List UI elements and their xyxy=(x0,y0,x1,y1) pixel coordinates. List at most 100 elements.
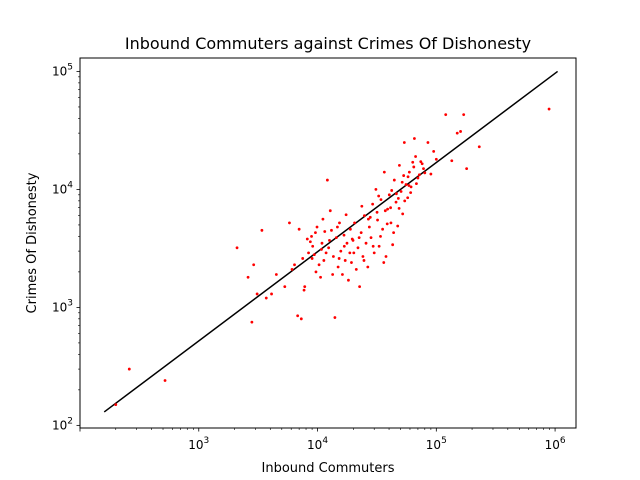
data-point xyxy=(350,261,353,264)
data-point xyxy=(366,217,370,221)
data-point xyxy=(384,255,388,258)
data-point xyxy=(422,167,425,171)
data-point xyxy=(356,246,360,250)
data-point xyxy=(364,241,368,245)
data-point xyxy=(317,263,321,267)
data-point xyxy=(390,189,394,192)
data-point xyxy=(327,246,331,250)
data-point xyxy=(366,265,370,269)
data-point xyxy=(343,259,347,262)
data-point xyxy=(288,221,291,225)
data-point xyxy=(455,131,459,135)
data-point xyxy=(426,141,430,144)
data-point xyxy=(420,162,424,166)
data-point xyxy=(342,244,346,248)
data-point xyxy=(382,170,386,174)
data-point xyxy=(416,176,420,180)
data-point xyxy=(381,227,384,231)
data-point xyxy=(319,275,322,279)
data-point xyxy=(369,236,373,240)
data-point xyxy=(333,316,337,319)
data-point xyxy=(394,192,398,196)
data-point xyxy=(432,150,436,153)
data-point xyxy=(396,196,400,200)
data-point xyxy=(347,278,350,282)
data-point xyxy=(372,251,376,255)
data-point xyxy=(411,160,415,164)
data-point xyxy=(406,196,410,200)
fit-line xyxy=(103,70,559,413)
data-point xyxy=(362,214,366,217)
data-point xyxy=(376,218,379,222)
data-point xyxy=(450,159,454,163)
data-point xyxy=(255,292,259,296)
data-point xyxy=(358,285,361,289)
data-point xyxy=(377,194,381,198)
x-axis-label: Inbound Commuters xyxy=(262,461,395,476)
data-point xyxy=(386,207,390,211)
data-point xyxy=(334,236,338,240)
data-point xyxy=(401,212,405,216)
data-point xyxy=(252,263,256,267)
data-point xyxy=(462,113,466,117)
x-tick-label: 106 xyxy=(545,436,566,452)
data-point xyxy=(301,257,305,260)
data-point xyxy=(322,259,326,262)
data-point xyxy=(423,171,427,175)
data-point xyxy=(398,163,401,167)
y-tick-label: 104 xyxy=(52,180,73,196)
fit-line-layer xyxy=(103,70,559,413)
y-tick-label: 102 xyxy=(52,416,73,432)
data-point xyxy=(308,240,312,244)
data-point xyxy=(310,257,314,260)
data-point xyxy=(417,173,421,177)
data-point xyxy=(368,215,372,219)
data-point xyxy=(328,209,332,213)
data-point xyxy=(127,367,131,371)
data-point xyxy=(403,199,407,203)
data-point xyxy=(409,185,413,189)
data-point xyxy=(377,244,381,248)
data-point xyxy=(394,200,398,204)
data-point xyxy=(357,236,361,240)
data-point xyxy=(348,227,352,231)
data-point xyxy=(336,225,339,229)
data-point xyxy=(371,202,375,206)
data-point xyxy=(328,238,331,242)
data-point xyxy=(314,231,317,235)
data-point xyxy=(312,253,316,257)
data-point xyxy=(402,174,406,177)
y-axis-label: Crimes Of Dishonesty xyxy=(25,172,40,313)
data-point xyxy=(332,255,335,258)
data-point xyxy=(296,314,300,318)
x-tick-label: 104 xyxy=(307,436,328,452)
data-point xyxy=(379,198,383,201)
data-point xyxy=(339,249,343,253)
data-point xyxy=(429,172,433,176)
data-point xyxy=(396,224,400,228)
data-point xyxy=(320,248,323,251)
data-point xyxy=(402,141,406,144)
data-point xyxy=(323,230,327,233)
data-point xyxy=(320,241,324,245)
data-point xyxy=(414,155,417,158)
data-point xyxy=(382,261,386,264)
data-point xyxy=(360,204,364,208)
data-point xyxy=(397,207,401,210)
data-point xyxy=(465,167,469,171)
data-point xyxy=(290,267,294,271)
data-point xyxy=(374,188,378,191)
data-point xyxy=(337,257,341,260)
x-tick-label: 103 xyxy=(188,436,209,452)
data-point xyxy=(250,320,254,324)
plot-area xyxy=(103,70,559,413)
data-point xyxy=(297,227,301,231)
data-point xyxy=(371,244,375,248)
data-points-layer xyxy=(114,107,551,406)
data-point xyxy=(283,285,287,289)
data-point xyxy=(325,178,329,182)
data-point xyxy=(375,210,379,214)
data-point xyxy=(383,209,387,213)
data-point xyxy=(385,222,389,226)
data-point xyxy=(547,107,551,111)
